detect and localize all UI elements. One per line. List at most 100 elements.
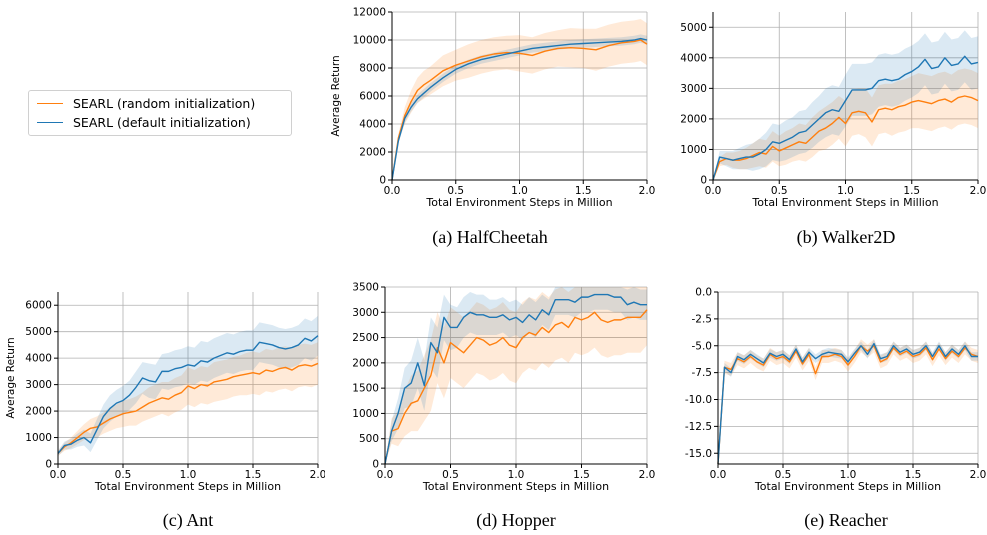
chart-svg-reacher: 0.0 0.5 1.0 1.5 2.0 -15.0 -12.5 -10.0 -7.5 -5.0 -2… xyxy=(685,287,987,494)
y-tick-label-5: 10000 xyxy=(353,35,386,47)
chart-svg-halfcheetah: 0.0 0.5 1.0 1.5 2.0 0 2000 4000 6000 8000 10000 120… xyxy=(330,7,655,210)
y-tick-label-3: 6000 xyxy=(359,91,386,103)
y-tick-label-4: 2000 xyxy=(352,357,379,369)
x-tick-label-2: 1.0 xyxy=(511,185,528,197)
series-line-reacher-0 xyxy=(717,345,979,465)
y-tick-label-7: 3500 xyxy=(352,282,379,294)
series-line-hopper-0 xyxy=(384,309,648,465)
series-line-reacher-1 xyxy=(717,342,978,465)
series-line-ant-0 xyxy=(57,362,319,454)
x-tick-label-4: 2.0 xyxy=(310,469,325,481)
caption-ant: (c) Ant xyxy=(162,510,214,530)
x-tick-label-1: 0.5 xyxy=(115,469,132,481)
chart-halfcheetah: 0.0 0.5 1.0 1.5 2.0 0 2000 4000 6000 8000 10000 120… xyxy=(325,0,655,216)
series-line-halfcheetah-0 xyxy=(391,39,648,181)
band-ant-0 xyxy=(58,342,318,457)
y-tick-label-1: 2000 xyxy=(359,147,386,159)
x-tick-label-3: 1.5 xyxy=(903,185,920,197)
x-tick-label-3: 1.5 xyxy=(245,469,262,481)
caption-reacher: (e) Reacher xyxy=(804,510,888,530)
y-tick-label-0: 0 xyxy=(700,175,707,187)
chart-walker2d: 0.0 0.5 1.0 1.5 2.0 0 1000 2000 3000 4000 5000 Tota… xyxy=(658,0,987,216)
y-tick-label-1: 1000 xyxy=(680,144,707,156)
x-axis-label: Total Environment Steps in Million xyxy=(425,196,612,209)
y-tick-label-6: 0.0 xyxy=(695,287,712,299)
series-line-walker2d-0 xyxy=(712,95,979,181)
y-tick-label-4: 4000 xyxy=(25,353,52,365)
y-tick-label-6: 3000 xyxy=(352,307,379,319)
band-halfcheetah-0 xyxy=(392,19,647,180)
y-tick-label-1: -12.5 xyxy=(685,421,712,433)
series-line-hopper-1 xyxy=(384,293,647,465)
y-tick-label-5: 2500 xyxy=(352,332,379,344)
legend-item-default: SEARL (default initialization) xyxy=(37,113,251,131)
y-tick-label-6: 12000 xyxy=(353,7,386,19)
chart-svg-ant: 0.0 0.5 1.0 1.5 2.0 0 1000 2000 3000 4000 5000 6000… xyxy=(5,292,326,493)
y-tick-label-4: -5.0 xyxy=(692,340,713,352)
y-tick-label-1: 500 xyxy=(359,433,379,445)
x-tick-label-0: 0.0 xyxy=(705,185,722,197)
y-tick-label-3: 3000 xyxy=(25,379,52,391)
y-tick-label-0: -15.0 xyxy=(685,448,712,460)
caption-hopper: (d) Hopper xyxy=(476,510,556,530)
y-tick-label-5: 5000 xyxy=(680,22,707,34)
x-tick-label-2: 1.0 xyxy=(508,469,525,481)
legend-label-random: SEARL (random initialization) xyxy=(73,95,256,111)
x-tick-label-2: 1.0 xyxy=(837,185,854,197)
legend: SEARL (random initialization) SEARL (def… xyxy=(28,90,292,136)
band-hopper-1 xyxy=(385,287,647,464)
y-tick-label-3: 1500 xyxy=(352,383,379,395)
x-tick-label-1: 0.5 xyxy=(447,185,464,197)
band-halfcheetah-1 xyxy=(392,34,647,181)
x-tick-label-1: 0.5 xyxy=(442,469,459,481)
x-axis-label: Total Environment Steps in Million xyxy=(422,480,609,493)
x-axis-label: Total Environment Steps in Million xyxy=(751,196,938,209)
chart-svg-hopper: 0.0 0.5 1.0 1.5 2.0 0 500 1000 1500 2000 2500 3000 3… xyxy=(352,282,655,494)
chart-ant: 0.0 0.5 1.0 1.5 2.0 0 1000 2000 3000 4000 5000 6000… xyxy=(0,282,326,502)
y-tick-label-2: 4000 xyxy=(359,119,386,131)
series-line-walker2d-1 xyxy=(712,55,979,181)
caption-walker2d: (b) Walker2D xyxy=(796,227,896,247)
y-tick-label-3: -7.5 xyxy=(692,367,713,379)
y-tick-label-2: 2000 xyxy=(680,113,707,125)
x-tick-label-2: 1.0 xyxy=(180,469,197,481)
x-tick-label-0: 0.0 xyxy=(710,469,727,481)
band-walker2d-0 xyxy=(713,68,978,180)
x-tick-label-4: 2.0 xyxy=(970,469,987,481)
x-tick-label-0: 0.0 xyxy=(384,185,401,197)
y-tick-label-0: 0 xyxy=(379,175,386,187)
x-tick-label-3: 1.5 xyxy=(575,185,592,197)
y-tick-label-3: 3000 xyxy=(680,83,707,95)
x-tick-label-0: 0.0 xyxy=(50,469,67,481)
caption-halfcheetah: (a) HalfCheetah xyxy=(432,227,548,247)
y-tick-label-4: 4000 xyxy=(680,52,707,64)
legend-swatch-default xyxy=(37,121,63,123)
legend-item-random: SEARL (random initialization) xyxy=(37,94,255,112)
y-tick-label-0: 0 xyxy=(45,459,52,471)
chart-svg-walker2d: 0.0 0.5 1.0 1.5 2.0 0 1000 2000 3000 4000 5000 Tota… xyxy=(680,12,987,209)
band-hopper-0 xyxy=(385,287,647,464)
y-tick-label-5: -2.5 xyxy=(692,313,713,325)
x-tick-label-0: 0.0 xyxy=(377,469,394,481)
legend-label-default: SEARL (default initialization) xyxy=(73,114,251,130)
x-tick-label-1: 0.5 xyxy=(771,185,788,197)
y-axis-label: Average Return xyxy=(330,55,342,136)
x-tick-label-4: 2.0 xyxy=(639,469,655,481)
legend-swatch-random xyxy=(37,102,63,104)
y-tick-label-2: 2000 xyxy=(25,406,52,418)
chart-reacher: 0.0 0.5 1.0 1.5 2.0 -15.0 -12.5 -10.0 -7.5 -5.0 -2… xyxy=(658,282,987,502)
series-line-ant-1 xyxy=(57,335,319,454)
y-tick-label-4: 8000 xyxy=(359,63,386,75)
y-tick-label-6: 6000 xyxy=(25,300,52,312)
y-axis-label: Average Return xyxy=(5,337,17,418)
x-tick-label-4: 2.0 xyxy=(639,185,655,197)
y-tick-label-0: 0 xyxy=(372,459,379,471)
y-tick-label-1: 1000 xyxy=(25,432,52,444)
x-tick-label-1: 0.5 xyxy=(775,469,792,481)
x-axis-label: Total Environment Steps in Million xyxy=(754,480,941,493)
x-tick-label-4: 2.0 xyxy=(970,185,987,197)
y-tick-label-2: -10.0 xyxy=(685,394,712,406)
x-axis-label: Total Environment Steps in Million xyxy=(94,480,281,493)
y-tick-label-2: 1000 xyxy=(352,408,379,420)
x-tick-label-2: 1.0 xyxy=(840,469,857,481)
